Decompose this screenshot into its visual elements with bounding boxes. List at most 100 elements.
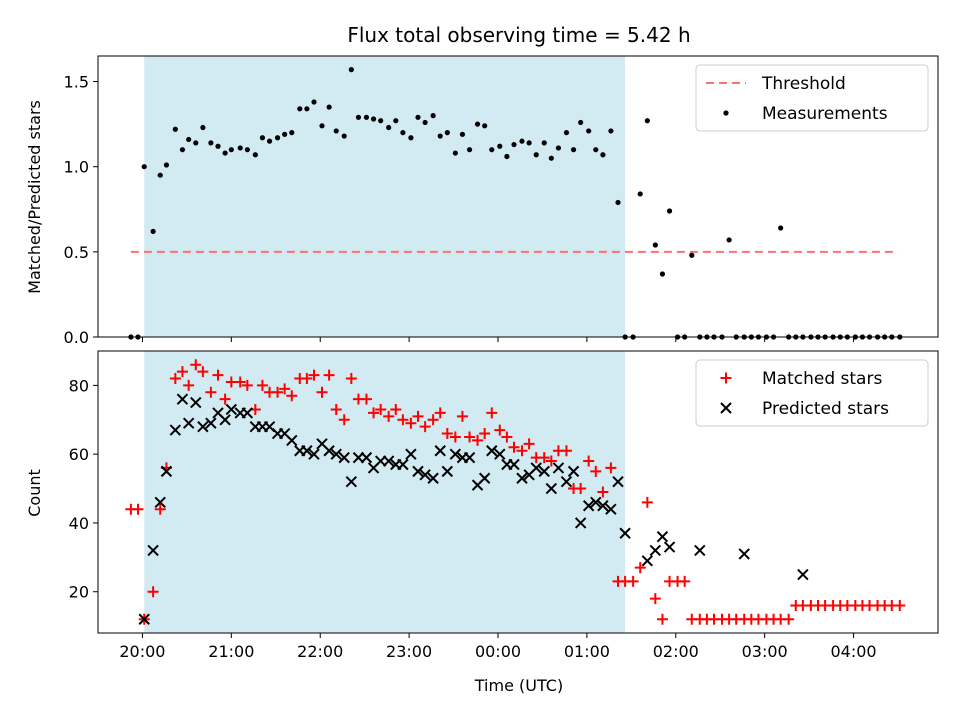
- legend-matched-swatch: [720, 372, 732, 384]
- count-xlabel: Time (UTC): [474, 676, 563, 695]
- ratio-legend-label: Measurements: [762, 104, 888, 124]
- measurement-point: [282, 131, 288, 137]
- matched-star-point: [649, 593, 661, 605]
- matched-star-point: [419, 421, 431, 433]
- matched-star-point: [383, 410, 395, 422]
- count-ytick-label: 40: [69, 514, 89, 533]
- measurement-point: [244, 147, 250, 153]
- predicted-star-point: [169, 424, 182, 436]
- measurement-point: [252, 152, 258, 158]
- measurement-point: [644, 118, 650, 124]
- matched-star-point: [205, 386, 217, 398]
- predicted-star-point: [330, 448, 342, 460]
- ratio-ytick-label: 1.0: [64, 158, 89, 177]
- measurement-point: [193, 140, 199, 146]
- predicted-star-point: [323, 445, 335, 457]
- matched-star-point: [494, 424, 506, 436]
- measurement-point: [208, 140, 214, 146]
- count-xtick-label: 03:00: [742, 642, 788, 661]
- count-xtick-label: 01:00: [564, 642, 610, 661]
- predicted-star-point: [545, 482, 558, 495]
- measurement-point: [415, 114, 421, 120]
- measurement-point: [444, 130, 450, 136]
- matched-star-point: [560, 445, 572, 457]
- matched-star-point: [397, 414, 409, 426]
- measurement-point: [511, 141, 517, 148]
- predicted-star-point: [182, 417, 195, 429]
- count-ytick-label: 20: [69, 583, 89, 602]
- matched-star-point: [464, 431, 476, 443]
- predicted-star-point: [530, 462, 542, 474]
- predicted-star-point: [147, 544, 159, 557]
- predicted-star-point: [486, 445, 498, 457]
- matched-star-point: [783, 613, 795, 625]
- measurement-point: [563, 130, 570, 136]
- measurement-point: [150, 228, 156, 235]
- measurement-point: [608, 128, 614, 134]
- measurement-point: [466, 147, 473, 153]
- matched-star-point: [508, 441, 520, 453]
- count-xtick-label: 02:00: [653, 642, 699, 661]
- measurement-point: [497, 143, 503, 149]
- measurement-point: [541, 140, 547, 146]
- predicted-star-point: [463, 451, 476, 464]
- predicted-star-point: [286, 434, 298, 447]
- measurement-point: [533, 152, 539, 158]
- predicted-star-point: [301, 445, 313, 457]
- ratio-ytick-label: 0.0: [64, 328, 89, 347]
- measurement-point: [400, 130, 406, 136]
- predicted-star-point: [197, 420, 209, 433]
- predicted-star-point: [478, 472, 491, 484]
- predicted-star-point: [605, 503, 617, 515]
- matched-star-point: [256, 379, 268, 391]
- matched-star-point: [360, 393, 372, 405]
- predicted-star-point: [797, 568, 809, 581]
- measurement-point: [526, 140, 532, 146]
- matched-star-point: [575, 483, 587, 495]
- matched-star-point: [486, 407, 498, 419]
- predicted-star-point: [405, 448, 417, 460]
- matched-star-point: [656, 613, 668, 625]
- measurement-point: [237, 145, 243, 151]
- measurement-point: [157, 172, 163, 178]
- predicted-star-point: [382, 455, 395, 467]
- matched-star-point: [627, 575, 639, 587]
- measurement-point: [666, 208, 673, 214]
- measurement-point: [659, 271, 666, 277]
- matched-star-point: [308, 369, 320, 381]
- predicted-star-point: [441, 465, 454, 478]
- matched-star-point: [545, 455, 557, 467]
- measurement-point: [652, 242, 658, 248]
- predicted-star-point: [345, 475, 358, 488]
- matched-star-point: [412, 410, 424, 422]
- predicted-star-point: [219, 414, 231, 426]
- matched-star-point: [375, 403, 387, 415]
- ratio-legend: Threshold Measurements: [695, 64, 929, 132]
- matched-star-point: [316, 386, 328, 398]
- matched-star-point: [590, 465, 602, 477]
- matched-star-point: [323, 369, 335, 381]
- matched-star-point: [501, 431, 513, 443]
- measurement-point: [200, 124, 206, 131]
- measurement-point: [259, 135, 266, 141]
- matched-star-point: [368, 407, 380, 419]
- predicted-star-point: [434, 445, 446, 457]
- matched-star-point: [538, 452, 550, 464]
- measurement-point: [222, 150, 228, 156]
- measurement-point: [430, 113, 436, 119]
- predicted-star-point: [360, 451, 373, 464]
- count-ytick-label: 80: [69, 376, 89, 395]
- measurement-point: [689, 252, 695, 258]
- matched-star-point: [583, 455, 595, 467]
- matched-star-point: [272, 386, 284, 398]
- predicted-star-point: [338, 451, 350, 464]
- count-xtick-label: 22:00: [297, 642, 343, 661]
- measurement-point: [393, 118, 399, 124]
- measurement-point: [289, 130, 295, 136]
- predicted-star-point: [397, 458, 409, 471]
- measurement-point: [593, 147, 599, 153]
- measurement-point: [586, 128, 592, 134]
- ratio-axes-frame: [97, 55, 939, 338]
- ratio-legend-box: [695, 64, 929, 132]
